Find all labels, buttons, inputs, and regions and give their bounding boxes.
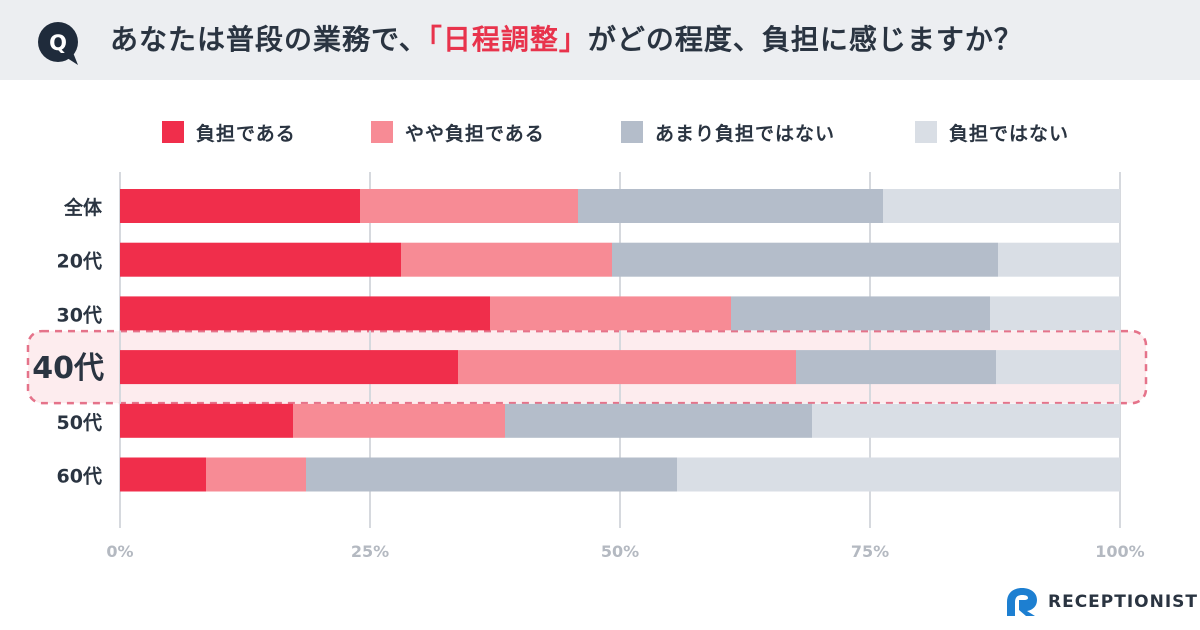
legend-swatch <box>371 121 393 143</box>
category-label: 全体 <box>63 196 103 219</box>
bar-segment <box>120 457 206 492</box>
bar-segment <box>206 457 306 492</box>
bar-segment <box>458 350 796 385</box>
bar-segment <box>731 296 990 331</box>
x-tick-label: 75% <box>851 542 889 561</box>
bar-segment <box>998 242 1120 277</box>
legend-item-no-burden: 負担ではない <box>915 118 1069 146</box>
x-tick-label: 25% <box>351 542 389 561</box>
page-title: あなたは普段の業務で、「日程調整」がどの程度、負担に感じますか？ <box>110 18 1023 62</box>
bar-segment <box>120 350 458 385</box>
bar-segment <box>578 189 883 223</box>
x-tick-label: 50% <box>601 542 639 561</box>
x-tick-label: 0% <box>106 542 133 561</box>
bar-segment <box>120 296 490 331</box>
bar-segment <box>612 242 998 277</box>
speech-bubble-icon: Q <box>38 22 78 65</box>
legend-item-not-much-burden: あまり負担ではない <box>621 118 835 146</box>
bar-segment <box>293 403 505 438</box>
category-label: 20代 <box>57 251 102 273</box>
legend-swatch <box>621 121 643 143</box>
bar-segment <box>883 189 1120 223</box>
category-label: 50代 <box>57 412 102 434</box>
question-header: Q あなたは普段の業務で、「日程調整」がどの程度、負担に感じますか？ <box>0 0 1200 80</box>
category-label: 30代 <box>57 304 102 326</box>
bar-segment <box>796 350 996 385</box>
bar-segment <box>812 403 1120 438</box>
legend-item-burden: 負担である <box>162 118 296 146</box>
bar-segment <box>996 350 1120 385</box>
legend-swatch <box>162 121 184 143</box>
legend-swatch <box>915 121 937 143</box>
bar-segment <box>505 403 812 438</box>
bar-segment <box>120 403 293 438</box>
title-pre: あなたは普段の業務で、 <box>110 23 428 56</box>
bar-segment <box>306 457 677 492</box>
category-label: 60代 <box>57 466 102 488</box>
legend-label: あまり負担ではない <box>655 122 836 145</box>
brand-logo: RECEPTIONIST <box>1004 586 1198 618</box>
bar-segment <box>990 296 1120 331</box>
x-tick-label: 100% <box>1095 542 1144 561</box>
legend-label: 負担ではない <box>949 122 1070 145</box>
chart-legend: 負担である やや負担である あまり負担ではない 負担ではない <box>0 118 1200 146</box>
question-badge-letter: Q <box>49 31 67 55</box>
bar-segment <box>120 189 360 223</box>
bar-segment <box>120 242 401 277</box>
receptionist-logo-icon <box>1007 588 1037 616</box>
legend-label: 負担である <box>196 122 296 145</box>
question-badge: Q <box>34 20 88 74</box>
brand-name: RECEPTIONIST <box>1048 592 1199 612</box>
bar-segment <box>360 189 578 223</box>
legend-label: やや負担である <box>405 122 545 145</box>
bar-segment <box>401 242 612 277</box>
title-post: がどの程度、負担に感じますか？ <box>587 23 1023 56</box>
legend-item-somewhat-burden: やや負担である <box>371 118 545 146</box>
bar-segment <box>677 457 1120 492</box>
title-highlight: 「日程調整」 <box>427 23 588 56</box>
category-label: 40代 <box>32 351 104 386</box>
bar-segment <box>490 296 731 331</box>
